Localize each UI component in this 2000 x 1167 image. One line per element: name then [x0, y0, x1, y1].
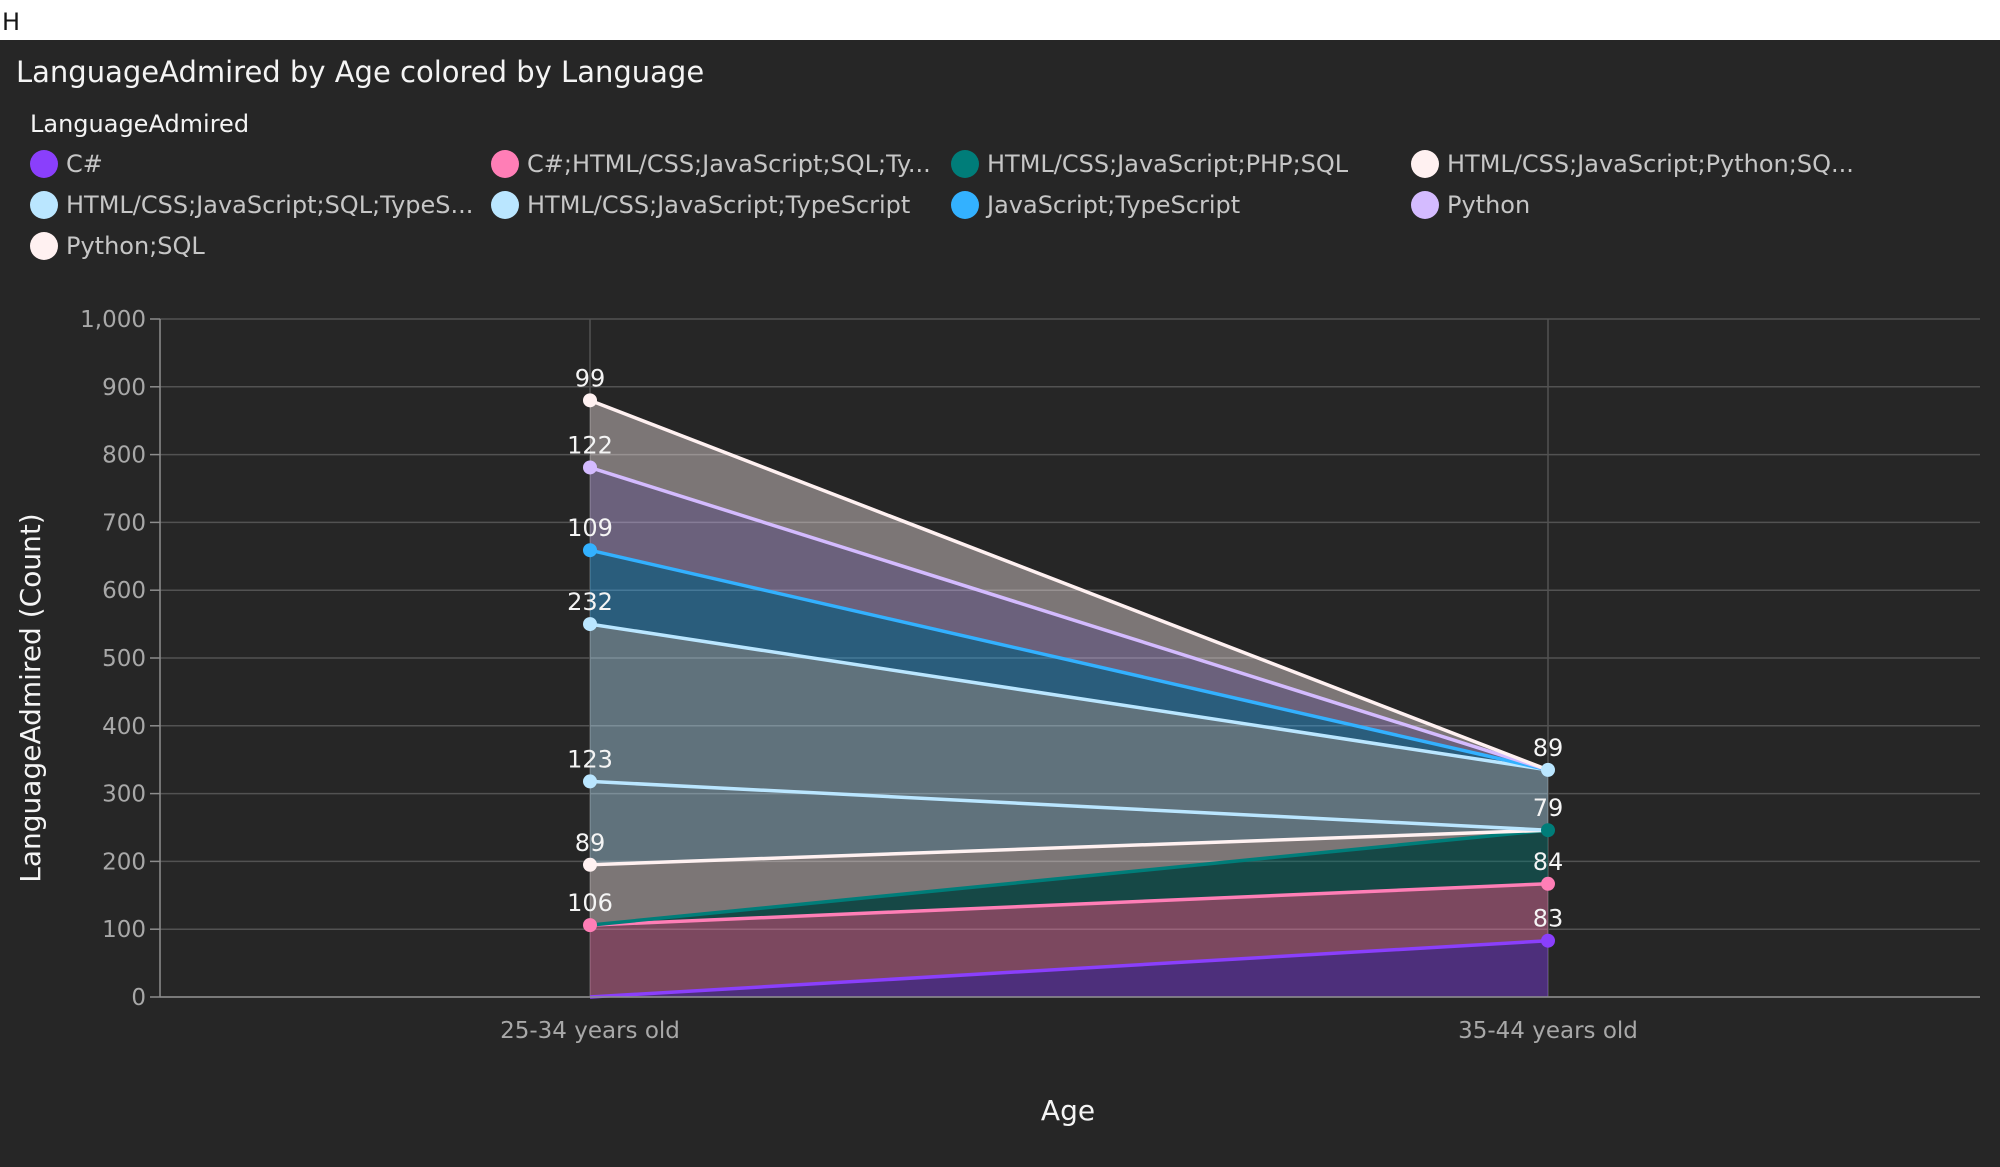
point-python[interactable]	[583, 460, 597, 475]
legend-swatch	[30, 191, 58, 219]
legend-item-python-sql[interactable]: Python;SQL	[30, 232, 205, 260]
y-tick-label: 700	[102, 510, 146, 536]
legend-label: JavaScript;TypeScript	[985, 191, 1240, 219]
point-c-html-css-javascript-sql-typescript[interactable]	[583, 918, 597, 933]
axes: 0 100 200 300 400 500 600 700 800 900 1,000 25-34 y…	[80, 307, 1980, 1044]
line-html-css-javascript-typescript	[589, 622, 1549, 772]
y-tick-label: 1,000	[80, 307, 146, 333]
legend-item-c-html-css-javascript-sql-typescript[interactable]: C#;HTML/CSS;JavaScript;SQL;Ty...	[491, 150, 931, 178]
legend-swatch	[30, 150, 58, 178]
legend-item-python[interactable]: Python	[1411, 191, 1530, 219]
legend-title: LanguageAdmired	[30, 110, 249, 138]
data-points	[583, 393, 1555, 948]
legend-swatch	[951, 191, 979, 219]
line-c	[589, 938, 1549, 999]
legend-swatch	[491, 191, 519, 219]
grid	[160, 318, 1980, 998]
point-html-css-javascript-php-sql[interactable]	[1541, 823, 1555, 838]
x-axis-title: Age	[1041, 1094, 1095, 1127]
legend-label: HTML/CSS;JavaScript;PHP;SQL	[987, 150, 1349, 178]
legend-item-c[interactable]: C#	[30, 150, 103, 178]
y-tick-label: 600	[102, 578, 146, 604]
legend-swatch	[491, 150, 519, 178]
data-label-c-html-css-javascript-sql-typescript: 106	[567, 889, 613, 917]
point-python-sql[interactable]	[583, 393, 597, 408]
line-python	[589, 465, 1549, 772]
legend: LanguageAdmired C# C#;HTML/CSS;JavaScript…	[30, 110, 1854, 260]
x-tick-label: 25-34 years old	[500, 1018, 680, 1044]
top-bar: H	[0, 0, 2000, 40]
top-bar-text: H	[2, 8, 21, 36]
line-html-css-javascript-php-sql	[589, 828, 1549, 927]
legend-label: HTML/CSS;JavaScript;TypeScript	[527, 191, 910, 219]
area-c-html-css-javascript-sql-typescript	[590, 883, 1548, 997]
line-html-css-javascript-python-sql	[589, 828, 1549, 867]
line-javascript-typescript	[589, 548, 1549, 772]
legend-swatch	[30, 232, 58, 260]
y-tick-label: 900	[102, 375, 146, 401]
data-label-html-css-javascript-php-sql: 79	[1533, 794, 1564, 822]
legend-label: C#;HTML/CSS;JavaScript;SQL;Ty...	[527, 150, 931, 178]
legend-item-html-css-javascript-python-sql[interactable]: HTML/CSS;JavaScript;Python;SQ...	[1411, 150, 1854, 178]
point-html-css-javascript-typescript[interactable]	[1541, 762, 1555, 777]
data-label-c-html-css-javascript-sql-typescript: 84	[1533, 848, 1564, 876]
data-label-html-css-javascript-typescript: 232	[567, 588, 613, 616]
data-label-html-css-javascript-sql-typescript: 123	[567, 745, 613, 773]
y-axis-title: LanguageAdmired (Count)	[14, 513, 47, 882]
line-html-css-javascript-sql-typescript	[589, 779, 1549, 832]
legend-item-javascript-typescript[interactable]: JavaScript;TypeScript	[951, 191, 1240, 219]
y-tick-label: 200	[102, 849, 146, 875]
line-python-sql	[589, 398, 1549, 772]
data-label-c: 83	[1533, 905, 1564, 933]
data-label-python: 122	[567, 431, 613, 459]
y-tick-label: 100	[102, 917, 146, 943]
y-tick-label: 0	[131, 985, 146, 1011]
legend-label: Python	[1447, 191, 1530, 219]
line-c-html-css-javascript-sql-typescript	[589, 882, 1549, 927]
legend-item-html-css-javascript-php-sql[interactable]: HTML/CSS;JavaScript;PHP;SQL	[951, 150, 1349, 178]
point-javascript-typescript[interactable]	[583, 543, 597, 558]
y-tick-label: 400	[102, 714, 146, 740]
legend-swatch	[1411, 191, 1439, 219]
area-html-css-javascript-sql-typescript	[590, 781, 1548, 865]
chart: LanguageAdmired by Age colored by Langua…	[14, 55, 1980, 1127]
series-lines	[589, 398, 1549, 999]
y-tick-label: 300	[102, 782, 146, 808]
point-c[interactable]	[1541, 933, 1555, 948]
point-html-css-javascript-typescript[interactable]	[583, 617, 597, 632]
chart-title: LanguageAdmired by Age colored by Langua…	[16, 55, 704, 89]
legend-item-html-css-javascript-sql-typescript[interactable]: HTML/CSS;JavaScript;SQL;TypeS...	[30, 191, 473, 219]
legend-swatch	[1411, 150, 1439, 178]
area-html-css-javascript-typescript	[590, 624, 1548, 831]
legend-swatch	[951, 150, 979, 178]
y-tick-label: 800	[102, 443, 146, 469]
legend-label: HTML/CSS;JavaScript;Python;SQ...	[1447, 150, 1854, 178]
y-tick-label: 500	[102, 646, 146, 672]
legend-label: HTML/CSS;JavaScript;SQL;TypeS...	[66, 191, 473, 219]
data-label-python-sql: 99	[575, 364, 606, 392]
point-c-html-css-javascript-sql-typescript[interactable]	[1541, 876, 1555, 891]
legend-item-html-css-javascript-typescript[interactable]: HTML/CSS;JavaScript;TypeScript	[491, 191, 910, 219]
legend-label: Python;SQL	[66, 232, 205, 260]
legend-label: C#	[66, 150, 103, 178]
x-tick-label: 35-44 years old	[1458, 1018, 1638, 1044]
point-html-css-javascript-python-sql[interactable]	[583, 857, 597, 872]
data-label-javascript-typescript: 109	[567, 514, 613, 542]
data-labels: 83 106 84 79 89 123 232 89 109 122 99	[567, 364, 1563, 932]
point-html-css-javascript-sql-typescript[interactable]	[583, 774, 597, 789]
data-label-html-css-javascript-python-sql: 89	[575, 829, 606, 857]
data-label-html-css-javascript-typescript: 89	[1533, 734, 1564, 762]
